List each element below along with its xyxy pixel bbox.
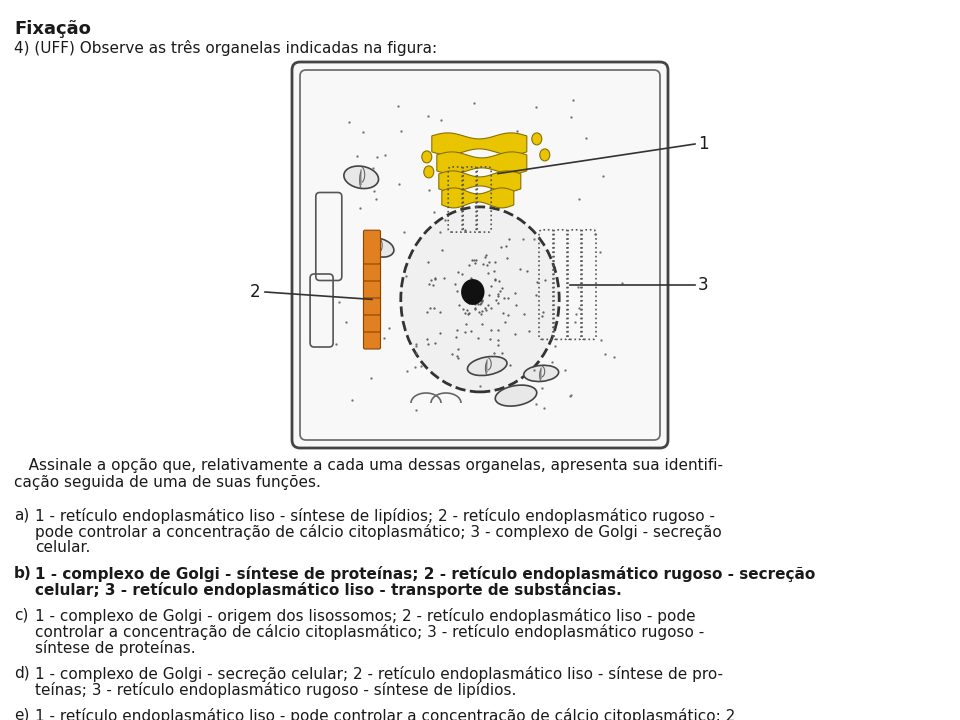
Text: e): e) (14, 708, 30, 720)
Text: 1 - complexo de Golgi - secreção celular; 2 - retículo endoplasmático liso - sín: 1 - complexo de Golgi - secreção celular… (35, 666, 723, 682)
Text: celular; 3 - retículo endoplasmático liso - transporte de substâncias.: celular; 3 - retículo endoplasmático lis… (35, 582, 622, 598)
Ellipse shape (365, 238, 394, 257)
PathPatch shape (442, 188, 514, 208)
Text: controlar a concentração de cálcio citoplasmático; 3 - retículo endoplasmático r: controlar a concentração de cálcio citop… (35, 624, 705, 640)
Ellipse shape (421, 151, 432, 163)
Ellipse shape (532, 133, 541, 145)
Text: 1 - retículo endoplasmático liso - síntese de lipídios; 2 - retículo endoplasmát: 1 - retículo endoplasmático liso - sínte… (35, 508, 715, 524)
Text: pode controlar a concentração de cálcio citoplasmático; 3 - complexo de Golgi - : pode controlar a concentração de cálcio … (35, 524, 722, 540)
Text: 3: 3 (698, 276, 708, 294)
FancyBboxPatch shape (292, 62, 668, 448)
PathPatch shape (432, 133, 527, 155)
Text: c): c) (14, 608, 29, 623)
Ellipse shape (495, 385, 537, 406)
Ellipse shape (468, 356, 507, 376)
Ellipse shape (344, 166, 378, 189)
Ellipse shape (423, 166, 434, 178)
Text: 1: 1 (698, 135, 708, 153)
Text: a): a) (14, 508, 29, 523)
Ellipse shape (540, 149, 550, 161)
FancyBboxPatch shape (364, 298, 380, 332)
PathPatch shape (437, 152, 527, 174)
Text: 1 - retículo endoplasmático liso - pode controlar a concentração de cálcio citop: 1 - retículo endoplasmático liso - pode … (35, 708, 735, 720)
Text: d): d) (14, 666, 30, 681)
Text: síntese de proteínas.: síntese de proteínas. (35, 640, 196, 656)
Text: cação seguida de uma de suas funções.: cação seguida de uma de suas funções. (14, 475, 321, 490)
Text: Fixação: Fixação (14, 20, 91, 38)
Ellipse shape (461, 279, 485, 305)
Text: b): b) (14, 566, 32, 581)
Text: 4) (UFF) Observe as três organelas indicadas na figura:: 4) (UFF) Observe as três organelas indic… (14, 40, 437, 56)
Text: teínas; 3 - retículo endoplasmático rugoso - síntese de lipídios.: teínas; 3 - retículo endoplasmático rugo… (35, 682, 516, 698)
FancyBboxPatch shape (364, 315, 380, 349)
Text: 2: 2 (250, 283, 260, 301)
PathPatch shape (439, 171, 520, 192)
FancyBboxPatch shape (364, 230, 380, 264)
FancyBboxPatch shape (364, 264, 380, 298)
Text: Assinale a opção que, relativamente a cada uma dessas organelas, apresenta sua i: Assinale a opção que, relativamente a ca… (14, 458, 723, 473)
Text: celular.: celular. (35, 540, 90, 555)
FancyBboxPatch shape (364, 247, 380, 281)
Ellipse shape (524, 365, 559, 382)
Ellipse shape (401, 207, 559, 392)
Text: 1 - complexo de Golgi - origem dos lisossomos; 2 - retículo endoplasmático liso : 1 - complexo de Golgi - origem dos lisos… (35, 608, 696, 624)
Text: 1 - complexo de Golgi - síntese de proteínas; 2 - retículo endoplasmático rugoso: 1 - complexo de Golgi - síntese de prote… (35, 566, 815, 582)
FancyBboxPatch shape (364, 282, 380, 315)
